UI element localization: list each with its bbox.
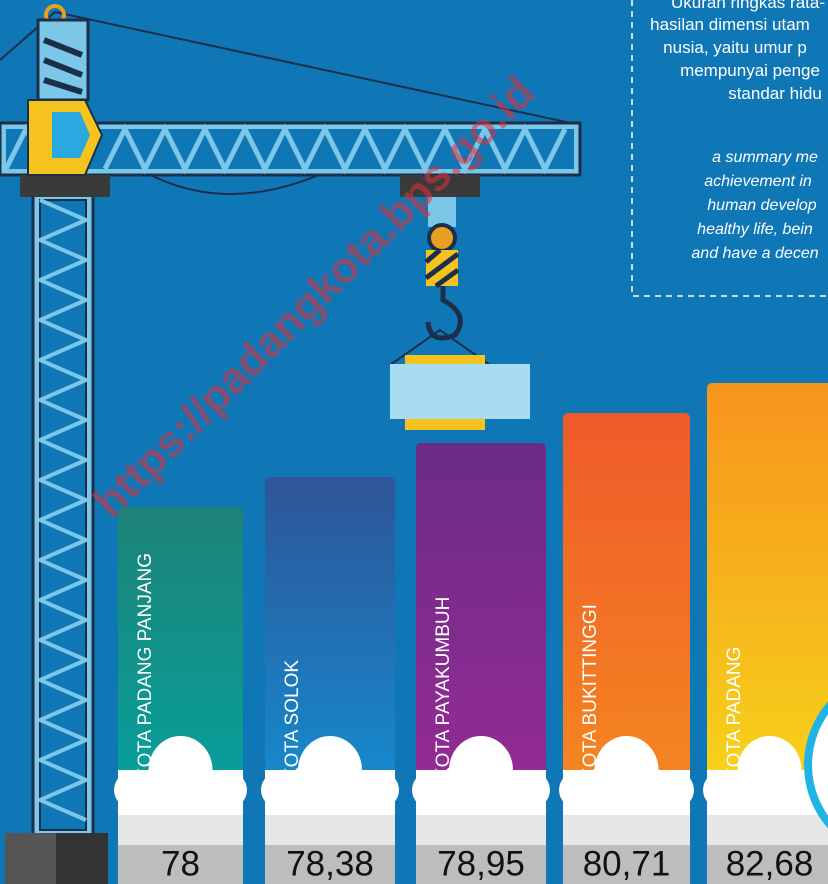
cloud	[559, 770, 603, 810]
cloud-shade	[265, 815, 395, 845]
cloud	[449, 736, 513, 804]
cloud-shade	[563, 815, 690, 845]
cloud	[650, 770, 694, 810]
bar-label: KOTA BUKITTINGGI	[580, 604, 601, 780]
cloud-shade	[416, 815, 546, 845]
value-band	[265, 845, 395, 884]
cloud	[594, 736, 659, 804]
info-line: nusia, yaitu umur p	[663, 38, 807, 57]
bar-value: 80,71	[583, 844, 671, 883]
info-line-en: achievement in	[704, 173, 812, 190]
cloud	[203, 770, 247, 810]
cloud	[298, 736, 362, 804]
cable	[0, 10, 581, 126]
bar-value: 78	[161, 844, 200, 883]
bars: KOTA PADANG PANJANG 78 KOTA SOLOK 78,38 KOTA…	[114, 383, 828, 884]
info-box: Ukuran ringkas rata- hasilan dimensi uta…	[631, 0, 828, 297]
bar-value: 78,95	[437, 844, 525, 883]
info-line-en: and have a decen	[691, 245, 818, 262]
info-line-en: human develop	[707, 197, 817, 214]
value-band	[416, 845, 546, 884]
crane-hook	[389, 197, 530, 430]
info-line: standar hidu	[728, 84, 822, 103]
cloud	[412, 770, 456, 810]
cloud	[148, 736, 213, 804]
value-band	[118, 845, 243, 884]
value-band	[707, 845, 828, 884]
info-line-en: a summary me	[712, 149, 818, 166]
bar-value: 82,68	[726, 844, 814, 883]
badge	[804, 701, 828, 829]
bar-label: KOTA PAYAKUMBUH	[433, 597, 454, 780]
bar-value: 78,38	[286, 844, 374, 883]
bar-label: KOTA PADANG	[724, 647, 745, 780]
info-line: Ukuran ringkas rata-	[671, 0, 825, 12]
cloud	[506, 770, 550, 810]
info-line: hasilan dimensi utam	[650, 15, 810, 34]
cloud	[261, 770, 305, 810]
cloud	[703, 770, 747, 810]
crane-mast	[31, 18, 95, 837]
cloud	[355, 770, 399, 810]
cloud-shade	[118, 815, 243, 845]
cloud-shade	[707, 815, 828, 845]
bar-label: KOTA SOLOK	[282, 660, 303, 780]
info-line-en: healthy life, bein	[697, 221, 813, 238]
value-band	[563, 845, 690, 884]
bar-label: KOTA PADANG PANJANG	[135, 553, 156, 780]
cloud	[737, 736, 802, 804]
crane-base	[56, 833, 108, 884]
info-line: mempunyai penge	[680, 61, 820, 80]
cloud	[114, 770, 158, 810]
crane-cab	[27, 99, 104, 176]
